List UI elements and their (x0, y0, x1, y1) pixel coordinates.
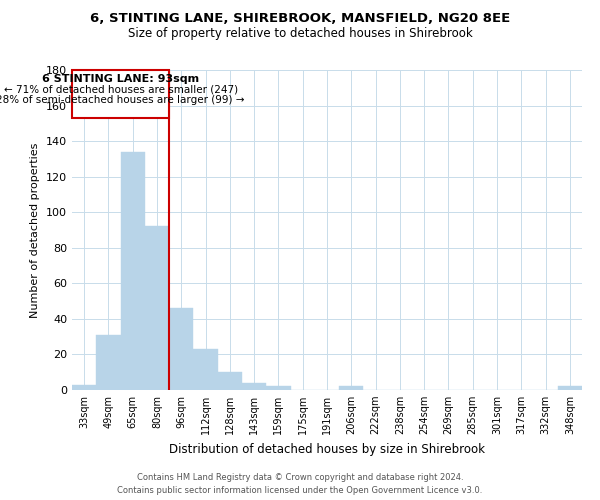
Bar (558, 386, 582, 390)
Bar (145, 226, 169, 390)
Text: 6, STINTING LANE, SHIREBROOK, MANSFIELD, NG20 8EE: 6, STINTING LANE, SHIREBROOK, MANSFIELD,… (90, 12, 510, 26)
Bar (72, 384, 96, 390)
Bar (169, 308, 193, 390)
X-axis label: Distribution of detached houses by size in Shirebrook: Distribution of detached houses by size … (169, 442, 485, 456)
Bar (121, 152, 145, 390)
Bar (339, 386, 364, 390)
Bar (266, 386, 290, 390)
Bar (242, 383, 266, 390)
Text: 28% of semi-detached houses are larger (99) →: 28% of semi-detached houses are larger (… (0, 95, 245, 105)
Y-axis label: Number of detached properties: Number of detached properties (31, 142, 40, 318)
Text: 6 STINTING LANE: 93sqm: 6 STINTING LANE: 93sqm (42, 74, 199, 85)
Bar (193, 349, 218, 390)
FancyBboxPatch shape (72, 70, 169, 118)
Text: Contains HM Land Registry data © Crown copyright and database right 2024.
Contai: Contains HM Land Registry data © Crown c… (118, 474, 482, 495)
Text: ← 71% of detached houses are smaller (247): ← 71% of detached houses are smaller (24… (4, 84, 238, 94)
Text: Size of property relative to detached houses in Shirebrook: Size of property relative to detached ho… (128, 28, 472, 40)
Bar (96, 335, 121, 390)
Bar (218, 372, 242, 390)
